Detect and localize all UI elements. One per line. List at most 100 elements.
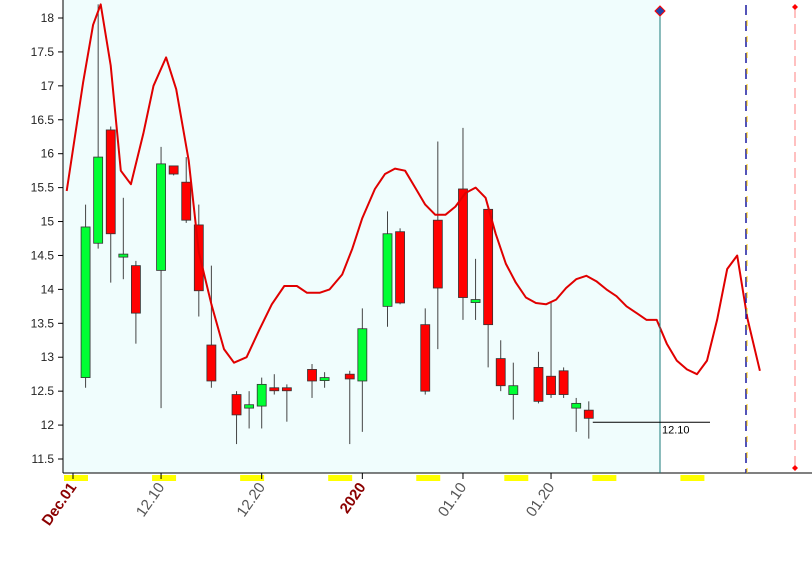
candle-body: [508, 385, 519, 395]
candle: [93, 4, 104, 249]
candle-body: [80, 226, 91, 378]
y-axis-layer: 11.5 12 12.5 13 13.5 14 14.5 15 15.5 16 16.5 17 17.5…: [31, 0, 812, 474]
candle: [193, 204, 204, 317]
x-axis-layer: Dec.01 12.10 12.20 2020 01.10 01.20: [39, 473, 558, 529]
candle: [181, 157, 192, 223]
x-axis-highlight-segment: [152, 475, 177, 481]
candle: [156, 146, 166, 409]
candle: [130, 260, 141, 344]
candle: [470, 258, 481, 320]
x-tick-label: 01.10: [435, 480, 470, 521]
candle: [256, 377, 267, 429]
x-axis-highlight-segment: [416, 475, 441, 481]
candle-body: [93, 156, 104, 244]
candle-body: [533, 367, 544, 402]
x-tick-label: 01.20: [523, 480, 558, 521]
last-price-label: 12.10: [662, 424, 690, 436]
y-tick-label: 15: [41, 215, 55, 229]
candle: [546, 301, 556, 398]
y-tick-label: 17.5: [31, 45, 55, 59]
x-axis-highlight-segment: [680, 475, 705, 481]
candle-body: [344, 373, 355, 380]
candle-body: [269, 387, 280, 392]
candle: [80, 204, 91, 388]
candle-body: [546, 375, 556, 395]
candle: [558, 367, 569, 398]
candle: [508, 362, 519, 420]
x-axis-highlight-layer: [64, 475, 705, 481]
x-tick-label: Dec.01: [39, 480, 81, 529]
candles-layer: [80, 4, 594, 445]
candle-body: [357, 328, 368, 382]
x-axis-highlight-segment: [592, 475, 617, 481]
y-tick-label: 16.5: [31, 113, 55, 127]
candle-body: [256, 383, 267, 407]
candle-body: [420, 324, 431, 392]
candle-body: [206, 344, 217, 382]
x-tick-label: 12.10: [133, 480, 168, 521]
candle: [357, 308, 368, 432]
y-tick-label: 11.5: [32, 452, 55, 466]
candle: [118, 197, 129, 280]
x-axis-highlight-segment: [64, 475, 88, 481]
y-tick-label: 17: [41, 79, 55, 93]
candle-body: [156, 163, 166, 271]
candle: [432, 141, 443, 350]
price-line: [65, 3, 761, 376]
y-tick-label: 14.5: [31, 248, 55, 262]
price-line-layer: [65, 3, 761, 376]
red-top-marker: [792, 4, 798, 10]
candle-body: [118, 253, 129, 258]
candle-body: [432, 219, 443, 289]
candle-body: [558, 370, 569, 395]
candle-body: [458, 188, 468, 298]
x-tick-label: 12.20: [234, 480, 269, 521]
candle-body: [130, 265, 141, 314]
candle: [533, 351, 544, 404]
y-tick-label: 13.5: [31, 316, 55, 330]
candle-body: [382, 233, 393, 307]
x-tick-label: 2020: [337, 480, 370, 517]
y-tick-label: 12.5: [31, 384, 55, 398]
y-tick-label: 18: [41, 11, 55, 25]
red-bottom-marker: [792, 465, 798, 471]
candle: [168, 165, 179, 176]
candle: [495, 340, 506, 392]
y-tick-label: 16: [41, 147, 55, 161]
x-axis-highlight-segment: [240, 475, 265, 481]
candle-body: [319, 377, 330, 381]
candle-body: [470, 299, 481, 303]
candle-body: [281, 387, 292, 392]
y-tick-label: 13: [41, 350, 55, 364]
candle-body: [483, 208, 494, 326]
candle: [420, 308, 431, 395]
candle-body: [193, 224, 204, 292]
candle: [281, 384, 292, 422]
candle: [382, 211, 393, 327]
candle: [231, 391, 242, 445]
candle: [319, 372, 330, 388]
candle-body: [307, 369, 317, 382]
y-tick-label: 12: [41, 418, 55, 432]
candle-body: [181, 181, 192, 221]
candle: [206, 265, 217, 388]
candle-body: [571, 402, 582, 409]
candle: [269, 374, 280, 395]
candle: [571, 397, 582, 432]
candle-body: [244, 404, 255, 409]
candle: [458, 127, 468, 320]
candle-body: [105, 129, 116, 235]
candle-body: [583, 409, 594, 419]
candle-body: [395, 231, 405, 304]
candle-body: [231, 394, 242, 416]
chart-shaded-background: [63, 0, 660, 473]
candle: [344, 370, 355, 445]
diamond-marker: [654, 5, 666, 17]
candle: [105, 126, 116, 283]
candle-body: [495, 358, 506, 387]
candle: [583, 401, 594, 439]
x-axis-highlight-segment: [504, 475, 529, 481]
candle-body: [168, 165, 179, 175]
candle: [395, 228, 405, 305]
candle: [307, 364, 317, 398]
